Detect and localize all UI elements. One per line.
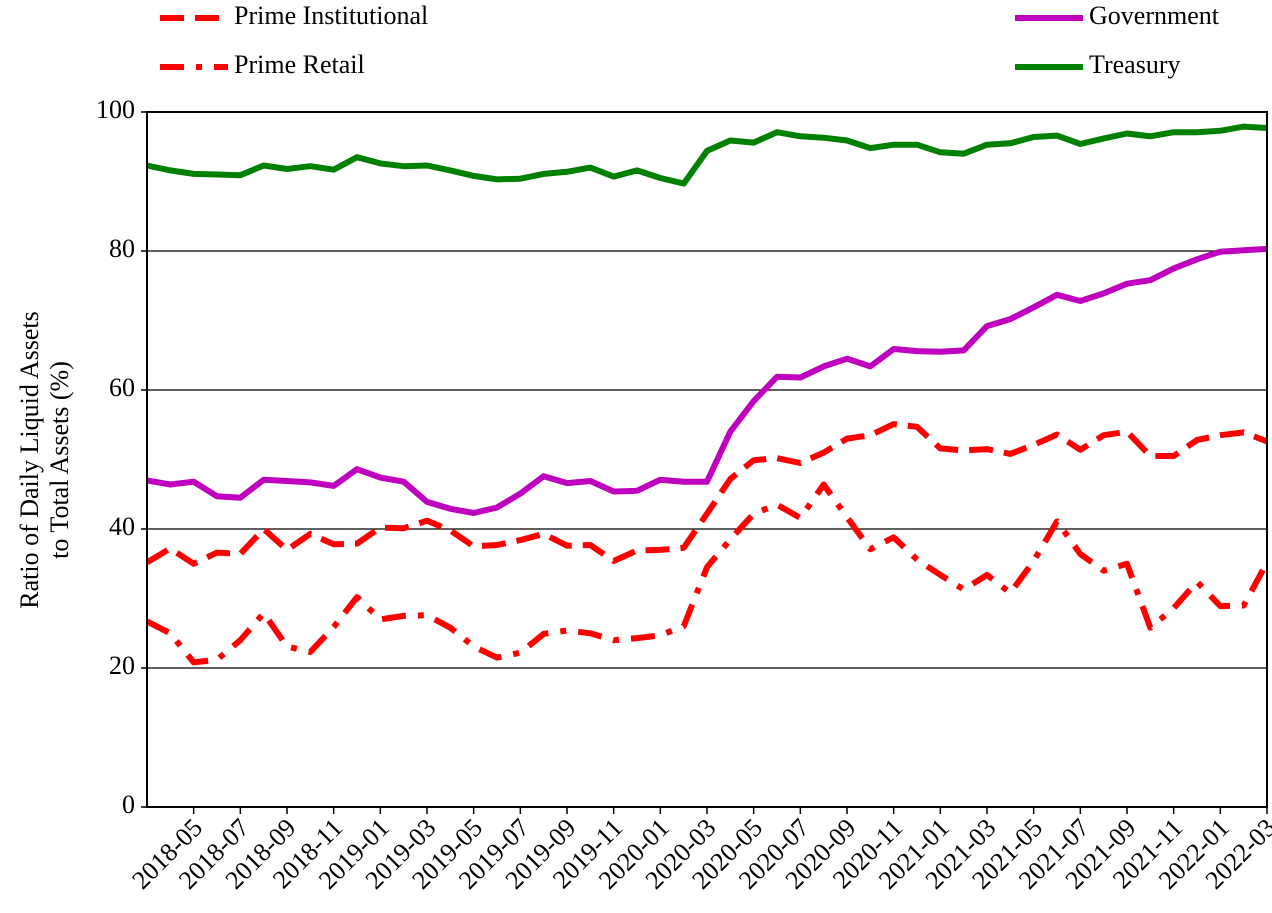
- y-axis-label: Ratio of Daily Liquid Assets: [15, 311, 44, 609]
- y-tick-label: 20: [109, 651, 135, 680]
- legend-label: Prime Institutional: [234, 1, 428, 30]
- legend-label: Government: [1089, 1, 1220, 30]
- series-line: [146, 245, 1268, 516]
- y-tick-label: 0: [122, 790, 135, 819]
- y-tick-label: 40: [109, 512, 135, 541]
- y-tick-label: 60: [109, 373, 135, 402]
- legend-label: Prime Retail: [234, 50, 365, 79]
- series-line: [145, 481, 1270, 666]
- plot-frame: [146, 111, 1268, 808]
- y-axis-label: to Total Assets (%): [45, 361, 74, 559]
- y-tick-label: 100: [96, 95, 135, 124]
- y-tick-label: 80: [109, 234, 135, 263]
- series-line: [146, 123, 1268, 187]
- series-line: [145, 421, 1269, 567]
- legend-label: Treasury: [1089, 50, 1180, 79]
